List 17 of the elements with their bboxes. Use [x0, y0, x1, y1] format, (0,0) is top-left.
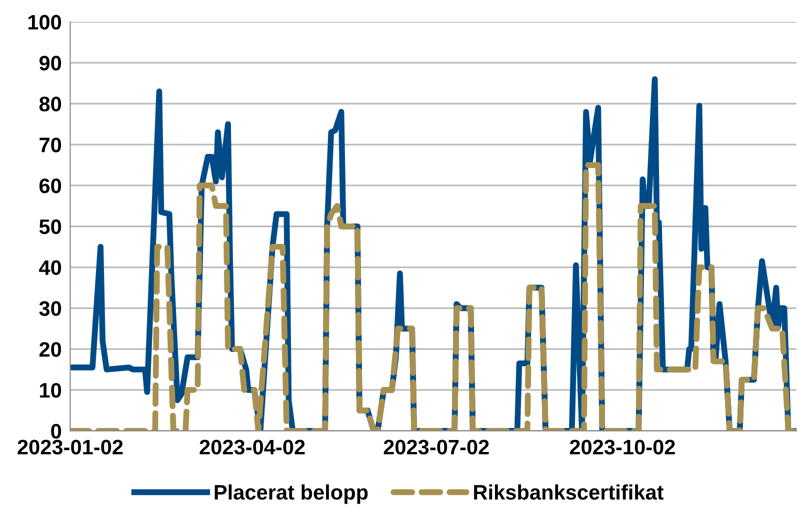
y-tick-label: 40 [39, 260, 62, 276]
y-tick-label: 30 [39, 301, 62, 316]
legend-label: Riksbankscertifikat [474, 484, 664, 500]
x-tick-label: 2023-07-02 [384, 440, 489, 455]
y-tick-label: 20 [39, 342, 62, 357]
y-tick-label: 70 [40, 138, 62, 152]
y-tick-label: 0 [51, 424, 62, 439]
legend-label: Placerat belopp [214, 484, 368, 504]
y-tick-label: 10 [40, 382, 62, 398]
x-tick-label: 2023-04-02 [200, 440, 305, 455]
x-tick-label: 2023-01-02 [18, 440, 123, 455]
y-tick-label: 80 [39, 96, 62, 112]
x-tick-label: 2023-10-02 [570, 440, 675, 455]
y-tick-label: 50 [39, 219, 62, 234]
y-tick-label: 60 [39, 178, 62, 194]
y-tick-label: 100 [28, 14, 62, 30]
y-tick-label: 90 [39, 56, 62, 71]
